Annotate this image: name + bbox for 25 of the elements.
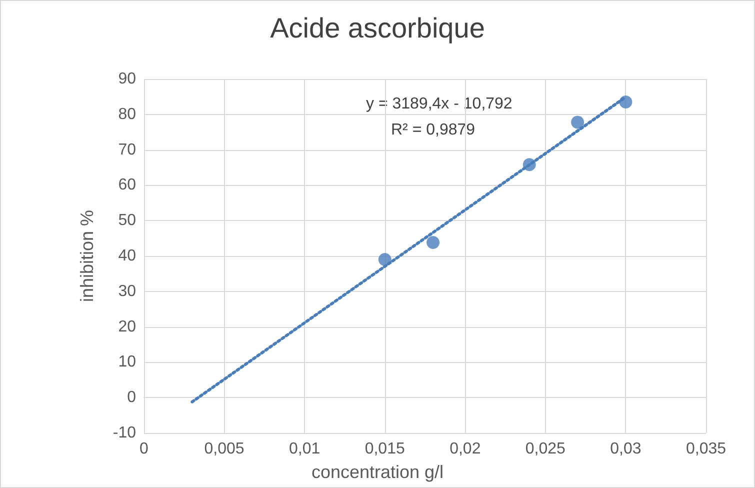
y-tick-label: 70 [118,141,136,158]
y-tick-label: -10 [112,424,136,442]
annotation: R² = 0,9879 [391,122,476,138]
x-tick-label: 0,03 [610,440,642,458]
y-tick-label: 30 [118,282,136,300]
x-tick-label: 0,01 [289,440,320,458]
y-axis-title: inhibition % [77,210,97,302]
y-tick-label: 90 [118,70,136,88]
y-tick-label: 0 [127,389,136,406]
x-tick-label: 0,005 [204,440,244,458]
x-tick-label: 0,035 [686,440,726,458]
y-tick-label: 40 [118,248,136,264]
y-tick-label: 50 [118,212,136,230]
chart-title: Acide ascorbique [270,12,485,44]
y-tick-label: 10 [118,354,136,371]
point [426,236,440,250]
point [571,116,584,129]
y-tick-label: 60 [118,176,136,194]
y-tick-label: 80 [118,106,136,123]
x-tick-label: 0,02 [450,440,481,458]
x-tick-label: 0,015 [364,440,405,458]
x-tick-label: 0 [140,440,149,458]
x-tick-label: 0,025 [525,440,566,458]
x-axis-title: concentration g/l [311,462,444,482]
y-tick-label: 20 [118,318,136,336]
